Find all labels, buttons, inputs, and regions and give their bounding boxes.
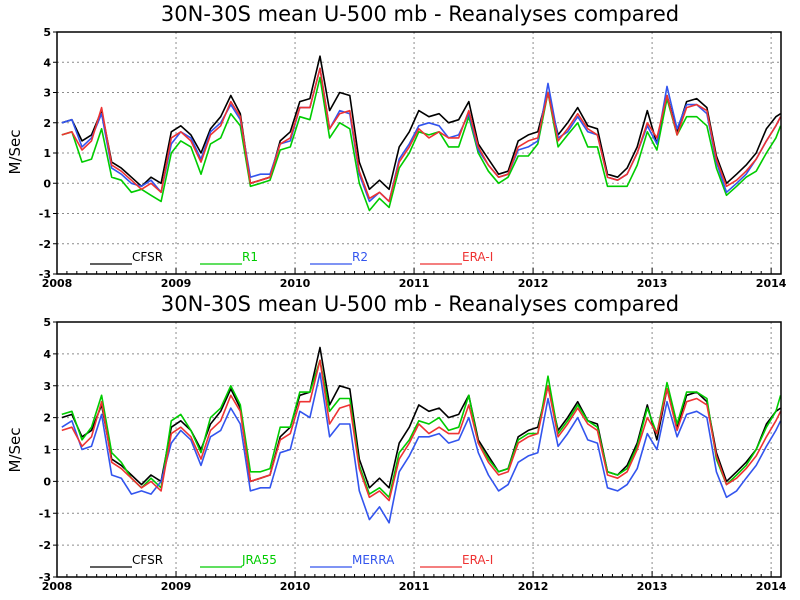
y-tick-label: -1	[39, 208, 51, 221]
y-tick-label: 3	[43, 380, 51, 393]
x-tick-label: 2008	[42, 277, 73, 290]
x-tick-label: 2011	[399, 277, 430, 290]
legend-label: R2	[352, 250, 368, 264]
x-tick-label: 2009	[161, 580, 192, 593]
series-line-merra	[61, 372, 782, 524]
y-tick-label: 3	[43, 87, 51, 100]
chart-top: 30N-30S mean U-500 mb - Reanalyses compa…	[6, 2, 787, 290]
x-tick-label: 2009	[161, 277, 192, 290]
y-tick-label: 2	[43, 412, 51, 425]
legend-label: CFSR	[132, 553, 163, 567]
y-tick-label: 5	[43, 26, 51, 39]
y-tick-label: 4	[43, 56, 51, 69]
legend-label: CFSR	[132, 250, 163, 264]
x-tick-label: 2012	[518, 277, 549, 290]
legend-label: MERRA	[352, 553, 395, 567]
y-tick-label: 0	[43, 475, 51, 488]
y-tick-label: 4	[43, 348, 51, 361]
x-tick-label: 2008	[42, 580, 73, 593]
x-tick-label: 2010	[280, 580, 311, 593]
y-tick-label: 1	[43, 444, 51, 457]
series-line-era-i	[61, 67, 782, 203]
legend-label: JRA55	[241, 553, 277, 567]
series-line-era-i	[61, 359, 782, 502]
y-axis-label: M/Sec	[6, 130, 24, 175]
x-tick-label: 2013	[637, 580, 668, 593]
y-tick-label: -3	[39, 571, 51, 584]
x-tick-label: 2010	[280, 277, 311, 290]
x-tick-label: 2013	[637, 277, 668, 290]
y-tick-label: 0	[43, 177, 51, 190]
series-line-jra55	[61, 359, 782, 499]
chart-bottom: 30N-30S mean U-500 mb - Reanalyses compa…	[6, 292, 787, 593]
y-tick-label: -3	[39, 268, 51, 281]
chart-title: 30N-30S mean U-500 mb - Reanalyses compa…	[161, 2, 679, 26]
y-tick-label: -2	[39, 238, 51, 251]
x-tick-label: 2011	[399, 580, 430, 593]
series-line-r2	[61, 67, 782, 203]
chart-title: 30N-30S mean U-500 mb - Reanalyses compa…	[161, 292, 679, 316]
x-tick-label: 2012	[518, 580, 549, 593]
legend-label: ERA-I	[462, 553, 493, 567]
y-tick-label: -2	[39, 539, 51, 552]
y-tick-label: 1	[43, 147, 51, 160]
y-axis-label: M/Sec	[6, 428, 24, 473]
y-tick-label: -1	[39, 507, 51, 520]
y-tick-label: 5	[43, 316, 51, 329]
legend-label: ERA-I	[462, 250, 493, 264]
y-tick-label: 2	[43, 117, 51, 130]
x-tick-label: 2014	[756, 277, 787, 290]
legend-label: R1	[242, 250, 258, 264]
x-tick-label: 2014	[756, 580, 787, 593]
